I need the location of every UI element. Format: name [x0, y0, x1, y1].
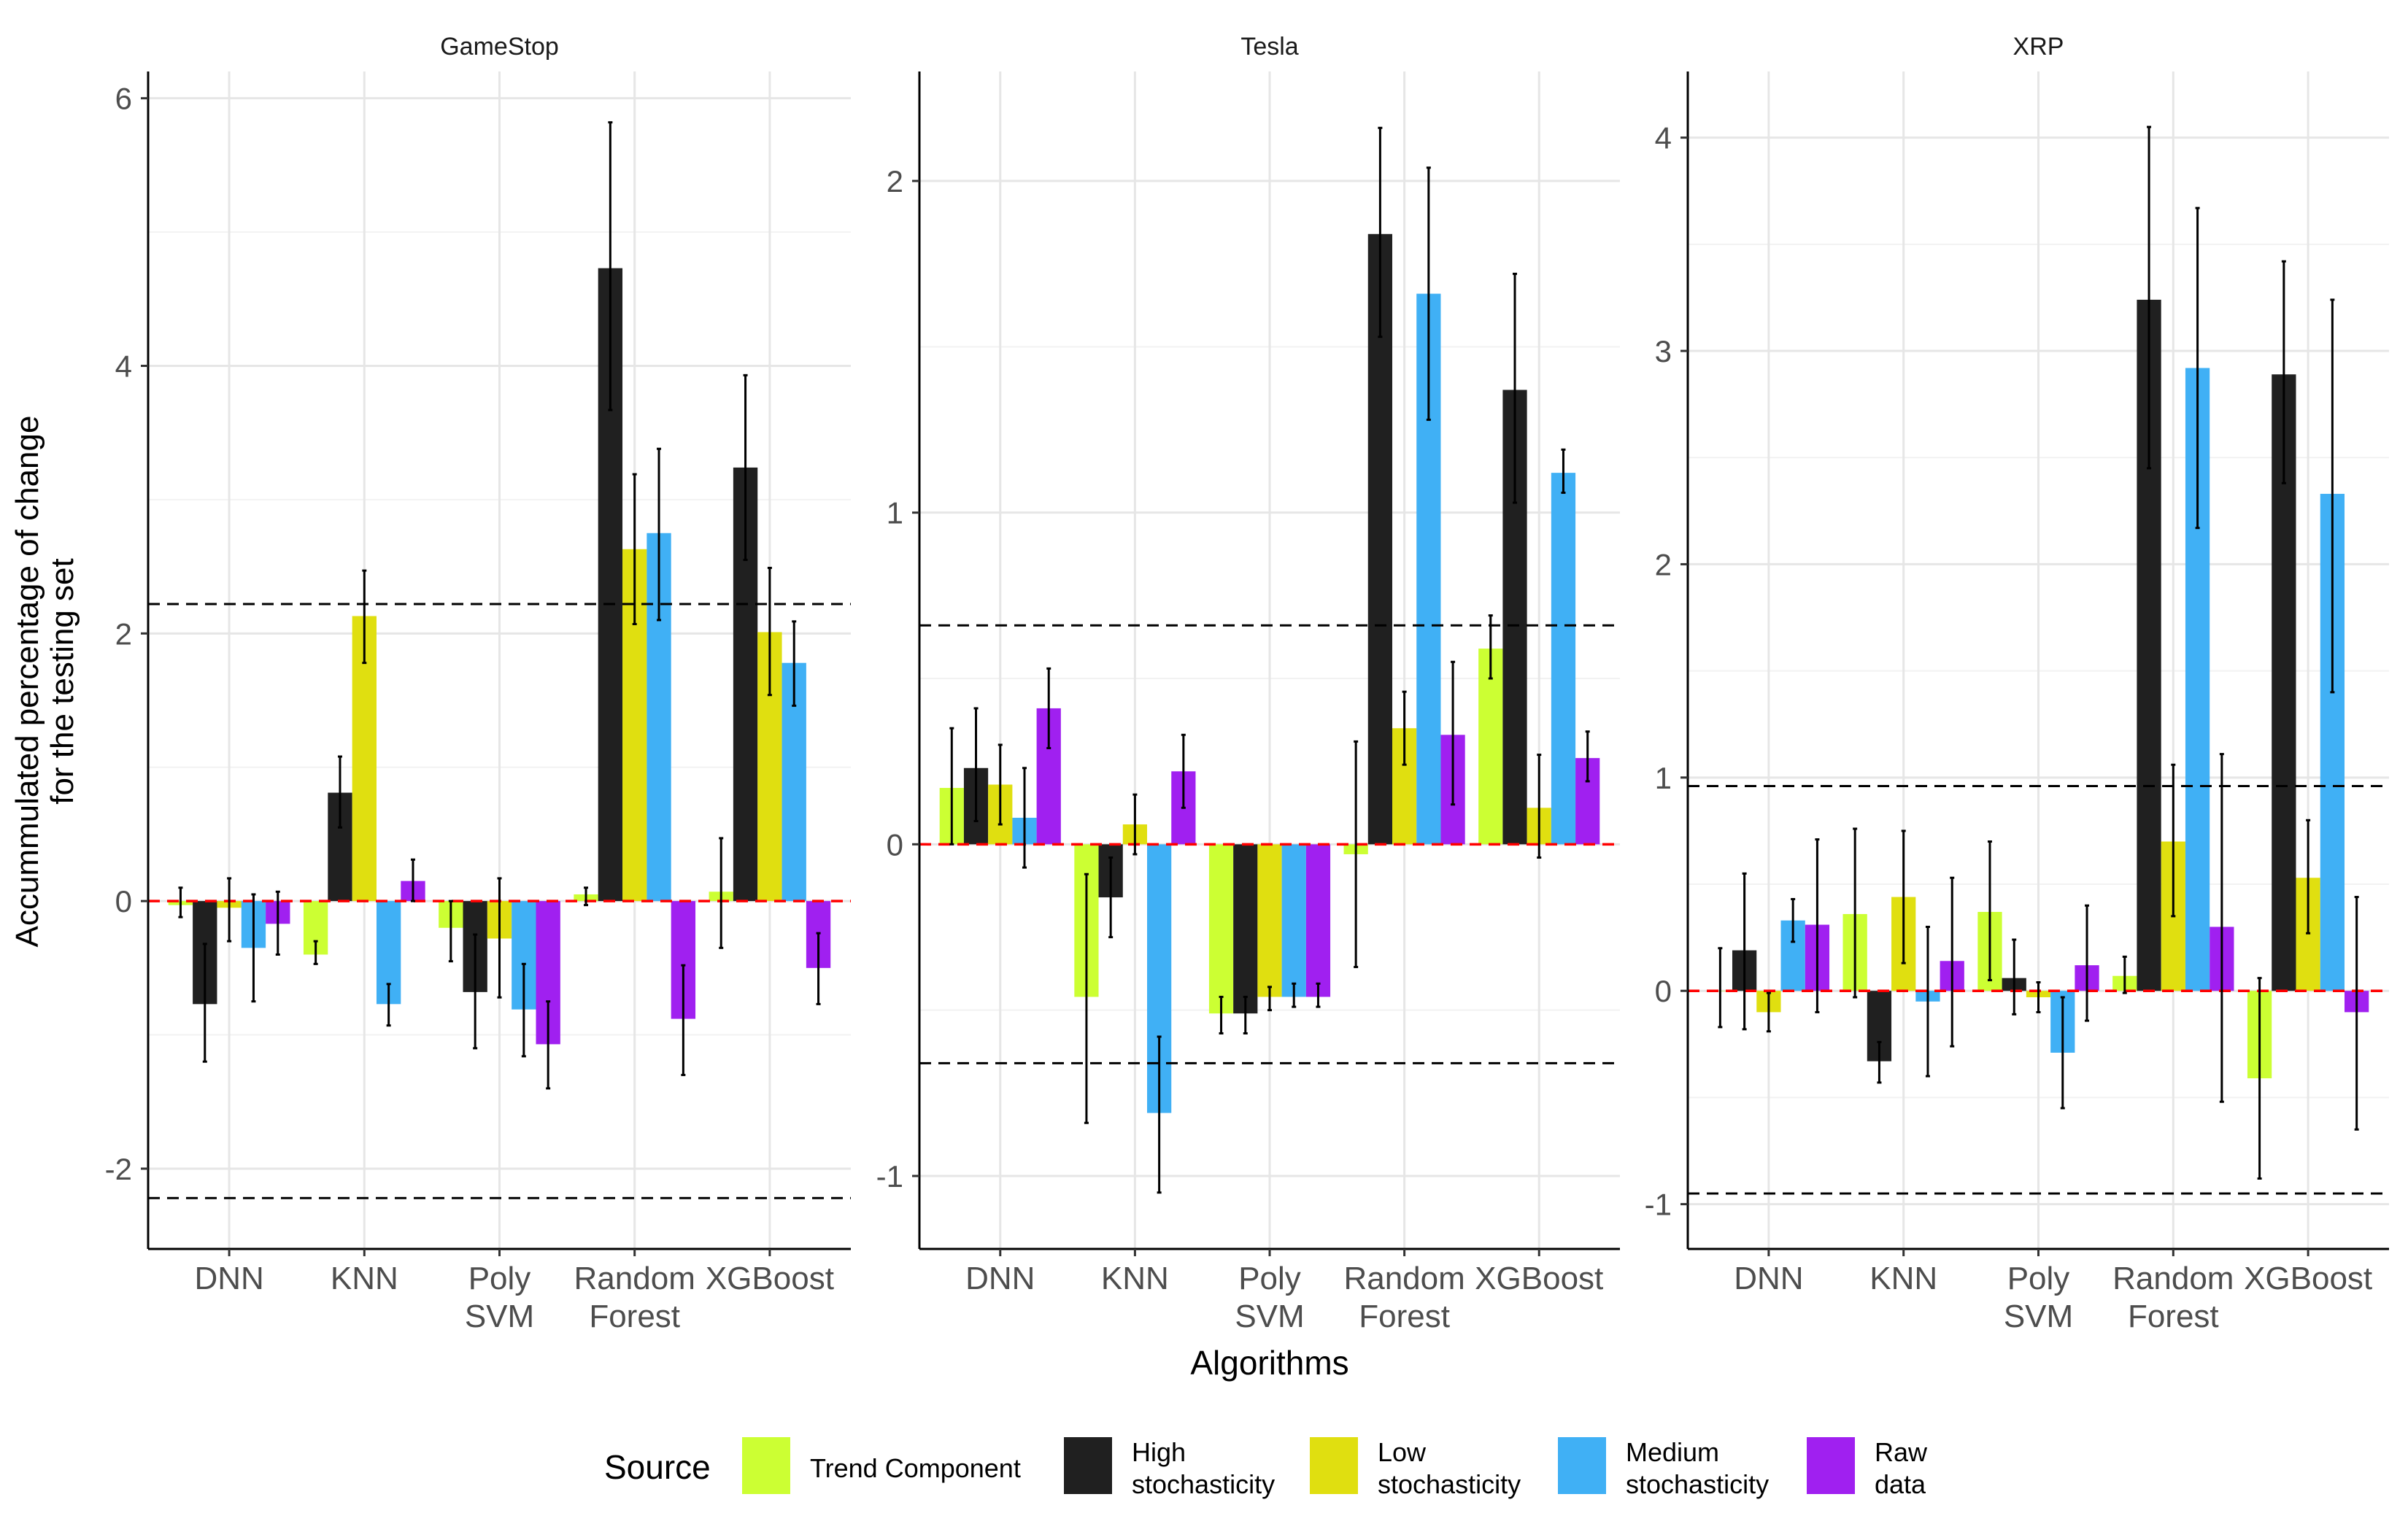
y-tick-label: 0 — [887, 827, 903, 862]
bar — [1281, 844, 1306, 997]
x-tick-label: Forest — [1359, 1299, 1450, 1334]
y-tick-label: 2 — [887, 164, 903, 198]
x-tick-label: KNN — [331, 1261, 398, 1296]
y-tick-label: -1 — [1645, 1188, 1672, 1222]
x-tick-label: DNN — [194, 1261, 263, 1296]
panel-title: GameStop — [440, 33, 559, 61]
legend-key — [1807, 1437, 1855, 1494]
legend-title: Source — [604, 1448, 711, 1486]
x-tick-label: SVM — [1235, 1299, 1304, 1334]
y-axis-label-line-1: Accummulated percentage of change — [9, 416, 45, 948]
panel-title: XRP — [2013, 33, 2064, 61]
x-tick-label: DNN — [1734, 1261, 1803, 1296]
legend-key — [1310, 1437, 1358, 1494]
bar — [1257, 844, 1282, 997]
y-tick-label: 1 — [1655, 761, 1672, 795]
legend: Source Trend ComponentHighstochasticityL… — [604, 1437, 1928, 1499]
legend-item: Trend Component — [742, 1437, 1021, 1494]
x-tick-label: KNN — [1101, 1261, 1169, 1296]
x-tick-label: XGBoost — [1475, 1261, 1603, 1296]
bar — [1551, 473, 1576, 845]
legend-label: stochasticity — [1626, 1469, 1769, 1499]
legend-label: data — [1875, 1469, 1926, 1499]
legend-label: High — [1132, 1437, 1186, 1467]
bar — [1233, 844, 1258, 1014]
y-tick-label: 0 — [1655, 974, 1672, 1008]
y-tick-label: 6 — [115, 82, 132, 116]
x-tick-label: Forest — [2128, 1299, 2219, 1334]
legend-label: stochasticity — [1378, 1469, 1521, 1499]
y-tick-label: -1 — [876, 1159, 903, 1194]
x-tick-label: Poly — [1238, 1261, 1301, 1296]
panel-title: Tesla — [1240, 33, 1298, 61]
y-tick-label: 2 — [115, 616, 132, 651]
y-tick-label: 0 — [115, 884, 132, 918]
y-tick-label: -2 — [105, 1152, 132, 1186]
x-tick-label: Poly — [468, 1261, 531, 1296]
bar — [1478, 649, 1503, 845]
y-tick-label: 4 — [1655, 121, 1672, 155]
legend-key — [742, 1437, 790, 1494]
x-axis-label: Algorithms — [1190, 1344, 1348, 1382]
y-tick-label: 3 — [1655, 334, 1672, 368]
x-tick-label: KNN — [1869, 1261, 1937, 1296]
x-tick-label: Poly — [2007, 1261, 2070, 1296]
x-tick-label: Random — [2112, 1261, 2234, 1296]
x-tick-label: SVM — [2004, 1299, 2073, 1334]
x-tick-label: Forest — [589, 1299, 680, 1334]
legend-key — [1558, 1437, 1606, 1494]
x-tick-label: Random — [574, 1261, 695, 1296]
legend-label: Raw — [1875, 1437, 1928, 1467]
x-tick-label: DNN — [965, 1261, 1035, 1296]
y-tick-label: 2 — [1655, 547, 1672, 581]
bar — [1208, 844, 1234, 1014]
x-tick-label: XGBoost — [2244, 1261, 2372, 1296]
bar — [1305, 844, 1331, 997]
legend-label: Medium — [1626, 1437, 1719, 1467]
y-axis-label-line-2: for the testing set — [45, 558, 80, 805]
legend-label: Trend Component — [810, 1453, 1021, 1483]
legend-label: stochasticity — [1132, 1469, 1275, 1499]
legend-items: Trend ComponentHighstochasticityLowstoch… — [742, 1437, 1928, 1499]
y-tick-label: 4 — [115, 349, 132, 384]
y-tick-label: 1 — [887, 496, 903, 530]
x-tick-label: Random — [1343, 1261, 1465, 1296]
legend-key — [1064, 1437, 1112, 1494]
x-tick-label: XGBoost — [706, 1261, 834, 1296]
legend-label: Low — [1378, 1437, 1427, 1467]
x-tick-label: SVM — [465, 1299, 534, 1334]
